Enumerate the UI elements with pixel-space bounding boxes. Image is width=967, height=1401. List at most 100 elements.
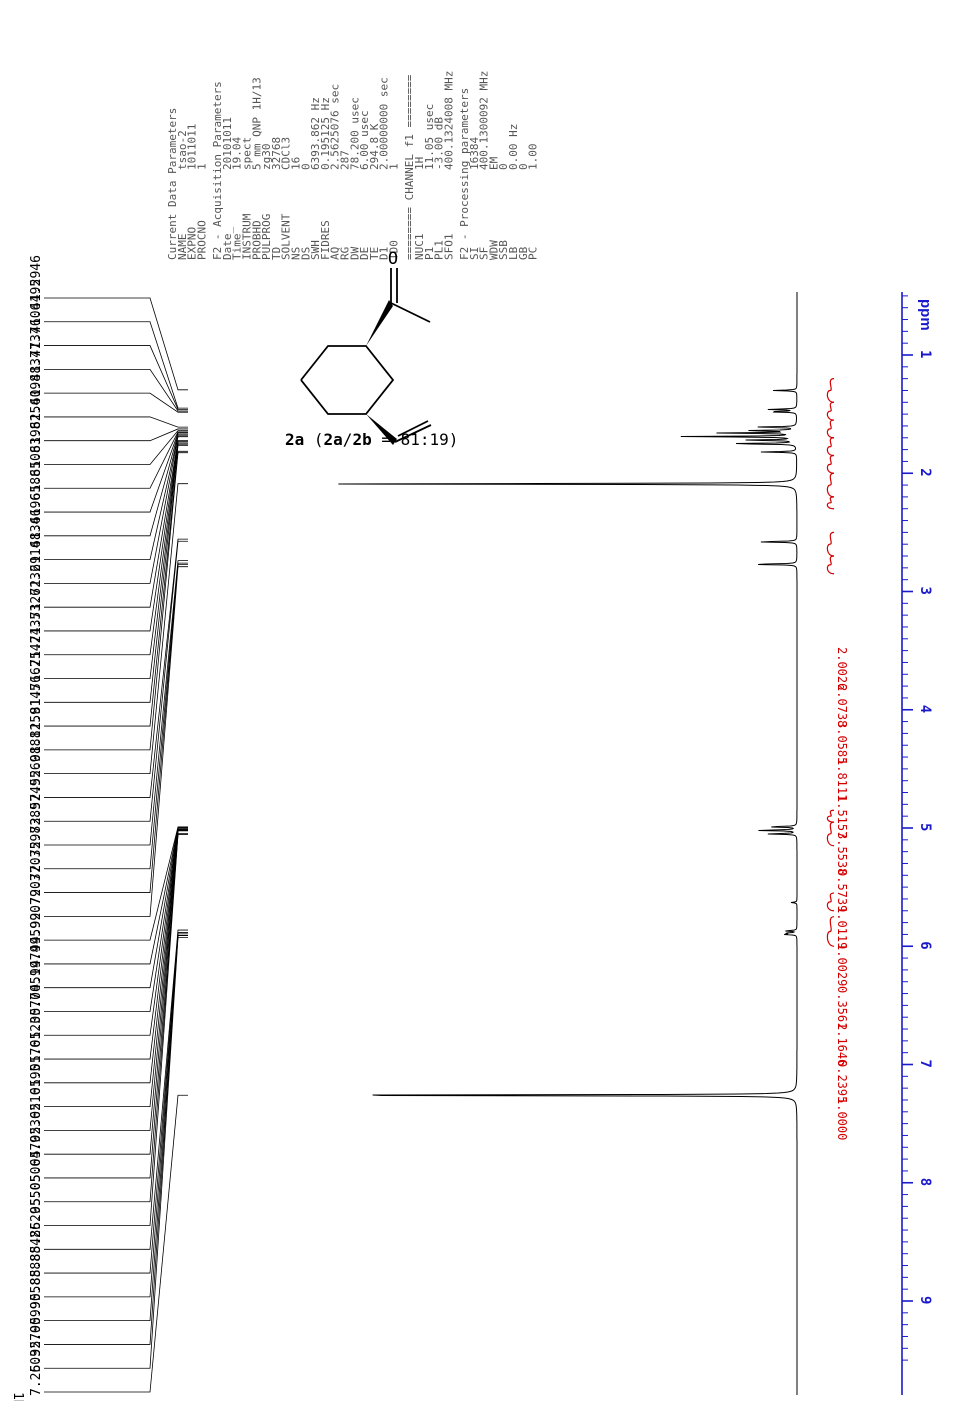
peak-label: 5.0236 (29, 1111, 44, 1158)
integral-value: 3.0585 (835, 721, 849, 764)
peak-leader (44, 560, 188, 846)
peak-label: 1.7232 (29, 564, 44, 611)
axis-tick-label: 7 (917, 1060, 933, 1068)
ppm-axis: 1 2 3 4 5 6 7 8 9 ppm (901, 292, 934, 1395)
parameter-line: WDWEM (487, 156, 500, 260)
methyl-bond (390, 302, 431, 323)
parameter-line: FIDRES0.195125 Hz (319, 97, 332, 260)
parameter-line: EXPNO1011011 (186, 124, 199, 260)
peak-leader (44, 433, 188, 537)
peak-label: 1.4837 (29, 350, 44, 397)
peak-label: 2.7389 (29, 802, 44, 849)
integral-curve (826, 496, 835, 510)
peak-leader (44, 827, 188, 965)
axis-unit-label: ppm (917, 299, 934, 331)
integral-curve (826, 378, 835, 403)
integral-value: 1.0029 (835, 943, 849, 986)
peak-leader (44, 937, 188, 1369)
peak-leader (44, 441, 188, 632)
peak-leader (44, 445, 188, 703)
axis-tick-label: 6 (917, 941, 933, 949)
peak-label: 1.4606 (29, 303, 44, 350)
cyclohexane-ring (300, 345, 395, 415)
acquisition-parameters: Current Data ParametersNAMEtsao-2EXPNO10… (166, 71, 540, 260)
peak-label: 1.6588 (29, 469, 44, 516)
peak-label: 5.0123 (29, 1016, 44, 1063)
integral-value: 0.2395 (835, 1060, 849, 1103)
peak-leader (44, 452, 188, 751)
parameter-line: NS16 (289, 157, 302, 260)
axis-tick-label: 1 (917, 350, 933, 358)
peak-label: 2.5749 (29, 778, 44, 825)
peak-label: 7.2603 (29, 1349, 44, 1396)
integral-curve (826, 454, 835, 474)
peak-label: 1.6398 (29, 422, 44, 469)
peak-label: 1.4495 (29, 279, 44, 326)
parameter-line: LB0.00 Hz (507, 124, 520, 260)
vinyl-bond (394, 424, 432, 443)
integral-curve (826, 555, 835, 575)
integral-value: 1.0000 (835, 1097, 849, 1140)
peak-leader (44, 929, 188, 1250)
parameter-line: PROBHD5 mm QNP 1H/13 (250, 77, 263, 260)
peak-label: 2.7903 (29, 873, 44, 920)
peak-leader (44, 443, 188, 679)
peak-label: 1.6696 (29, 493, 44, 540)
peak-label: 5.9099 (29, 1301, 44, 1348)
peak-leader (44, 428, 188, 442)
axis-tick-label: 2 (917, 468, 933, 476)
wedge-bond-vinyl (366, 414, 397, 445)
axis-tick-label: 8 (917, 1178, 933, 1186)
peak-label: 5.8888 (29, 1254, 44, 1301)
parameter-line: Current Data Parameters (166, 108, 179, 260)
parameter-line: D12.00000000 sec (378, 77, 391, 260)
peak-leader (44, 450, 188, 727)
integral-value: 1.5157 (835, 795, 849, 838)
peak-leader (44, 828, 188, 1012)
parameter-line: DS0 (299, 163, 312, 260)
peak-label: 1.7662 (29, 659, 44, 706)
axis-tick-label: 9 (917, 1296, 933, 1304)
parameter-line: DE6.00 usec (358, 110, 371, 260)
peak-leader (44, 368, 188, 412)
peak-label: 1.7542 (29, 636, 44, 683)
parameter-line: PL1-3.00 dB (433, 117, 446, 260)
peak-label: 5.0550 (29, 1183, 44, 1230)
peak-leader (44, 436, 188, 584)
peak-leader (44, 435, 188, 561)
peak-leader (44, 934, 188, 1322)
integral: 3.5538 (826, 472, 849, 875)
peak-leader-lines (44, 297, 188, 1393)
parameter-line: NAMEtsao-2 (176, 130, 189, 260)
peak-leader (44, 826, 188, 941)
integral-value: 2.0026 (835, 647, 849, 690)
integral: 0.3561 (826, 809, 849, 1029)
parameter-line: SWH6393.862 Hz (309, 97, 322, 260)
peak-label: 1.6914 (29, 540, 44, 587)
peak-label: 1.6508 (29, 445, 44, 492)
peak-leader (44, 829, 188, 1084)
peak-leader (44, 431, 188, 489)
peak-leader (44, 563, 188, 893)
axis-tick-label: 3 (917, 587, 933, 595)
integral-curve (826, 821, 835, 847)
spectrum-trace (338, 292, 798, 1395)
vinyl-double-bond (397, 420, 429, 437)
integral: 2.1646 (826, 821, 849, 1066)
integral-value: 2.0738 (835, 684, 849, 727)
peak-label: 1.7435 (29, 612, 44, 659)
parameter-line: INSTRUMspect (240, 137, 253, 260)
integral-curve (826, 401, 835, 421)
parameter-line: Time19.04 (231, 137, 244, 260)
axis-tick-labels: 1 2 3 4 5 6 7 8 9 (917, 350, 933, 1304)
peak-label: 1.6254 (29, 398, 44, 445)
integral: 1.8111 (826, 437, 849, 801)
parameter-line: PC1.00 (527, 144, 540, 261)
peak-label: 4.9974 (29, 945, 44, 992)
carbonyl-oxygen: O (388, 249, 398, 269)
peak-label: 5.8629 (29, 1206, 44, 1253)
parameter-line: F2 - Acquisition Parameters (211, 81, 224, 260)
integral: 1.0000 (826, 916, 849, 1140)
peak-leader (44, 345, 188, 410)
